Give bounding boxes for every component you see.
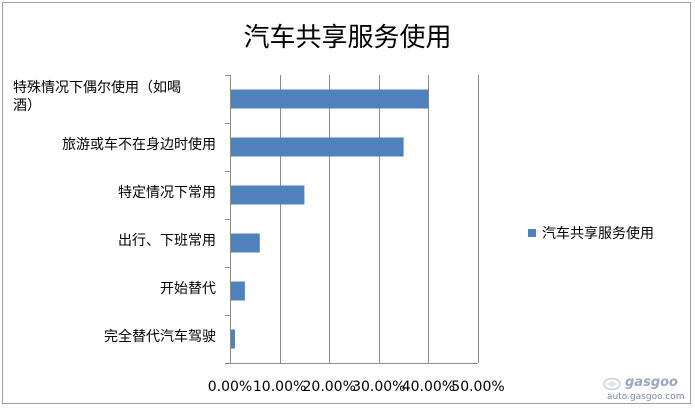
x-tick-label: 40.00% bbox=[402, 379, 455, 395]
category-label: 旅游或车不在身边时使用 bbox=[11, 136, 216, 154]
legend: 汽车共享服务使用 bbox=[528, 223, 654, 243]
category-label: 特殊情况下偶尔使用（如喝 酒） bbox=[13, 79, 218, 115]
bar bbox=[231, 329, 235, 349]
legend-swatch bbox=[528, 229, 536, 237]
category-label: 开始替代 bbox=[11, 280, 216, 298]
bar bbox=[231, 137, 404, 157]
x-tick-label: 30.00% bbox=[352, 379, 405, 395]
category-label-line: 酒） bbox=[13, 98, 41, 114]
x-tick-label: 0.00% bbox=[208, 379, 252, 395]
category-label: 出行、下班常用 bbox=[11, 232, 216, 250]
chart-frame: 汽车共享服务使用 0.00% 10.00% 20.00% 30.00% 40.00% 50… bbox=[2, 2, 691, 404]
bars bbox=[231, 89, 429, 349]
legend-label: 汽车共享服务使用 bbox=[542, 226, 654, 242]
category-label-line: 特殊情况下偶尔使用（如喝 bbox=[13, 80, 181, 96]
bar bbox=[231, 185, 305, 205]
category-label-line: 特定情况下常用 bbox=[118, 185, 216, 201]
bar bbox=[231, 233, 260, 253]
gridlines bbox=[280, 75, 479, 363]
chart-title: 汽车共享服务使用 bbox=[243, 23, 452, 53]
gasgoo-logo-icon bbox=[603, 377, 621, 391]
category-label-line: 旅游或车不在身边时使用 bbox=[62, 137, 216, 153]
bar bbox=[231, 89, 429, 109]
x-tick-label: 20.00% bbox=[303, 379, 356, 395]
x-tick-label: 50.00% bbox=[451, 379, 504, 395]
category-label: 完全替代汽车驾驶 bbox=[11, 328, 216, 346]
watermark-brand: gasgoo bbox=[625, 375, 678, 390]
watermark-url: auto.gasgoo.com bbox=[607, 392, 685, 402]
category-label-line: 开始替代 bbox=[160, 281, 216, 297]
x-tick-labels: 0.00% 10.00%20.00%30.00%40.00%50.00% bbox=[208, 379, 505, 395]
watermark-logo: gasgoo auto.gasgoo.com bbox=[599, 375, 691, 407]
category-label: 特定情况下常用 bbox=[11, 184, 216, 202]
x-tick-label: 10.00% bbox=[253, 379, 306, 395]
bar bbox=[231, 281, 245, 301]
bar-chart-plot: 0.00% 10.00%20.00%30.00%40.00%50.00% bbox=[208, 75, 505, 395]
axes bbox=[225, 75, 478, 364]
category-label-line: 完全替代汽车驾驶 bbox=[104, 329, 216, 345]
category-label-line: 出行、下班常用 bbox=[118, 233, 216, 249]
